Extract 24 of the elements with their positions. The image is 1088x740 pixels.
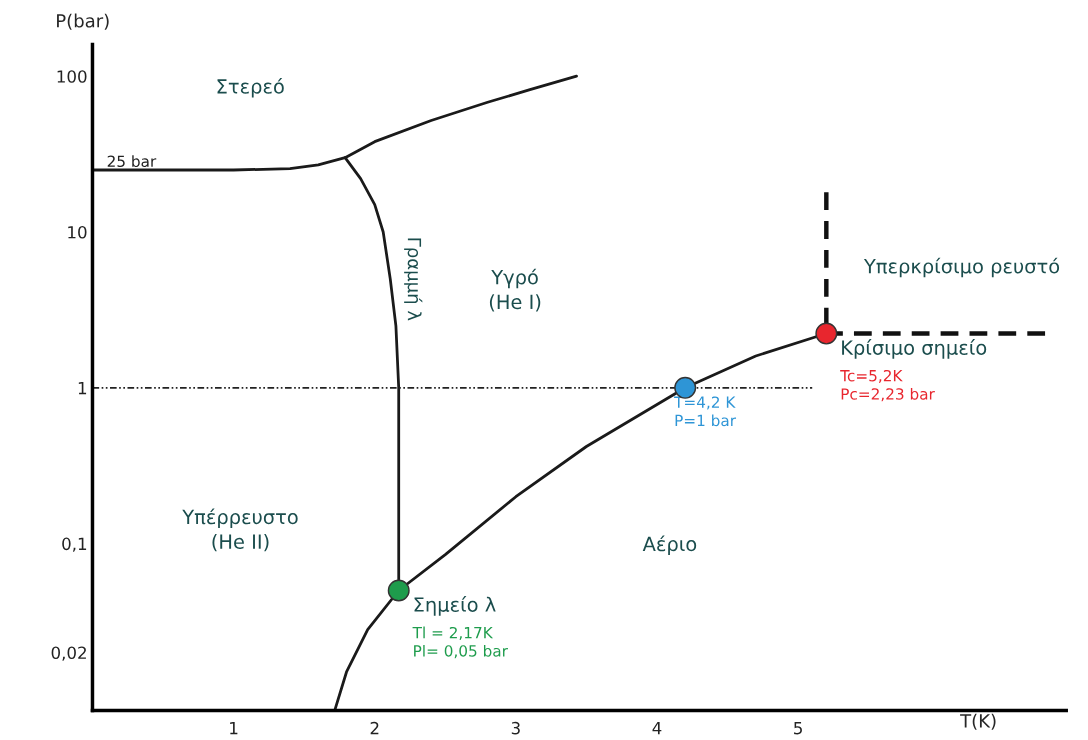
y-axis-title: P(bar) [57,13,109,30]
annotation: Υγρό (He I) [489,268,541,312]
x-tick-label: 3 [511,721,520,735]
x-tick-label: 5 [794,722,802,735]
annotation: Υπέρρευστο (He II) [182,508,298,552]
x-axis-title: T(K) [960,713,996,730]
text: Γραμμή λ [404,238,423,321]
x-tick-label: 2 [370,721,379,735]
y-tick-label: 100 [57,70,87,83]
data-label: Tc=5,2K Pc=2,23 bar [840,369,935,402]
x-tick-label: 4 [652,722,662,735]
series-label: Σημείο λ [414,596,496,616]
annotation: Στερεό [217,77,284,98]
data-label: T=4,2 K P=1 bar [674,396,737,427]
annotation: 25 bar [107,155,157,168]
y-tick-label: 0,1 [62,537,87,552]
annotation: Αέριο [642,535,697,556]
data-label: Tl = 2,17K Pl= 0,05 bar [412,626,508,659]
annotation: Υπερκρίσιμο ρευστό [863,257,1060,278]
y-tick-label: 10 [68,225,87,239]
y-tick-label: 0,02 [51,646,86,661]
x-tick-label: 1 [230,722,238,735]
series-label: Κρίσιμο σημείο [842,339,987,359]
y-tick-label: 1 [78,381,87,395]
